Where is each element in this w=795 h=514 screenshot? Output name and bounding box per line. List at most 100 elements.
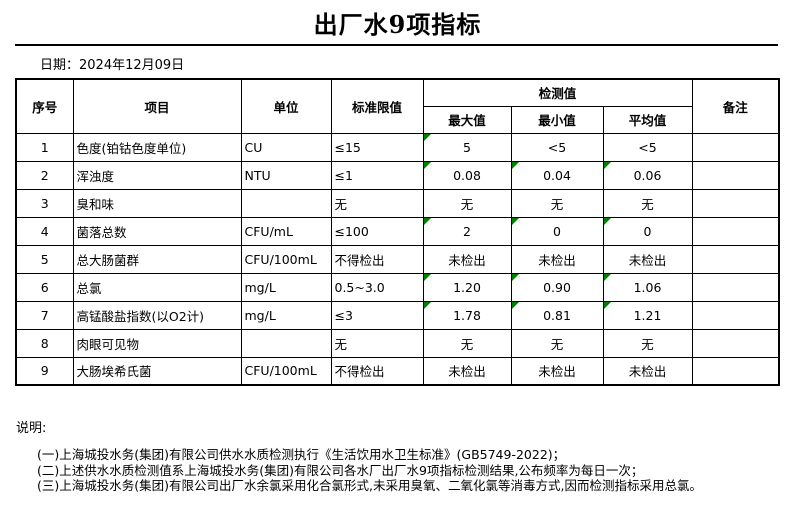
- green-corner-marker-icon: [424, 218, 431, 225]
- table-row: 7 高锰酸盐指数(以O2计) mg/L ≤3 1.78 0.81 1.21: [15, 300, 780, 330]
- cell-min-value: 无: [510, 188, 604, 218]
- page-title: 出厂水9项指标: [313, 10, 482, 39]
- header-unit: 单位: [240, 78, 332, 134]
- green-corner-marker-icon: [424, 302, 431, 309]
- header-min: 最小值: [510, 105, 604, 134]
- cell-index: 2: [15, 160, 74, 190]
- cell-remark: [691, 244, 780, 274]
- cell-limit: ≤3: [330, 300, 424, 330]
- table-row: 9 大肠埃希氏菌 CFU/100mL 不得检出 未检出 未检出 未检出: [15, 356, 780, 386]
- cell-index: 9: [15, 356, 74, 386]
- cell-min-value: 无: [510, 328, 604, 358]
- cell-max-value: 5: [422, 132, 512, 162]
- header-index: 序号: [15, 78, 74, 134]
- cell-index: 7: [15, 300, 74, 330]
- green-corner-marker-icon: [604, 302, 611, 309]
- green-corner-marker-icon: [604, 274, 611, 281]
- table-row: 4 菌落总数 CFU/mL ≤100 2 0 0: [15, 216, 780, 246]
- cell-min-value: 0.04: [510, 160, 604, 190]
- cell-max-value: 1.78: [422, 300, 512, 330]
- green-corner-marker-icon: [424, 162, 431, 169]
- cell-unit: [240, 328, 332, 358]
- cell-remark: [691, 328, 780, 358]
- cell-index: 1: [15, 132, 74, 162]
- cell-max-value: 1.20: [422, 272, 512, 302]
- cell-item: 高锰酸盐指数(以O2计): [72, 300, 242, 330]
- cell-item: 肉眼可见物: [72, 328, 242, 358]
- cell-index: 3: [15, 188, 74, 218]
- cell-max-value: 0.08: [422, 160, 512, 190]
- green-corner-marker-icon: [512, 218, 519, 225]
- cell-min-value: 未检出: [510, 356, 604, 386]
- cell-max-value: 未检出: [422, 356, 512, 386]
- cell-index: 8: [15, 328, 74, 358]
- cell-unit: [240, 188, 332, 218]
- green-corner-marker-icon: [512, 302, 519, 309]
- cell-avg-value: 1.06: [602, 272, 693, 302]
- cell-item: 总氯: [72, 272, 242, 302]
- cell-unit: CFU/100mL: [240, 244, 332, 274]
- cell-limit: ≤100: [330, 216, 424, 246]
- cell-max-value: 未检出: [422, 244, 512, 274]
- cell-item: 菌落总数: [72, 216, 242, 246]
- cell-index: 5: [15, 244, 74, 274]
- cell-item: 臭和味: [72, 188, 242, 218]
- cell-avg-value: <5: [602, 132, 693, 162]
- green-corner-marker-icon: [604, 162, 611, 169]
- cell-min-value: 0.81: [510, 300, 604, 330]
- cell-min-value: <5: [510, 132, 604, 162]
- cell-remark: [691, 132, 780, 162]
- table-row: 2 浑浊度 NTU ≤1 0.08 0.04 0.06: [15, 160, 780, 190]
- notes-list: (一)上海城投水务(集团)有限公司供水水质检测执行《生活饮用水卫生标准》(GB5…: [37, 447, 787, 494]
- cell-limit: 不得检出: [330, 356, 424, 386]
- green-corner-marker-icon: [512, 162, 519, 169]
- table-row: 5 总大肠菌群 CFU/100mL 不得检出 未检出 未检出 未检出: [15, 244, 780, 274]
- table-row: 8 肉眼可见物 无 无 无 无: [15, 328, 780, 358]
- header-avg: 平均值: [602, 105, 693, 134]
- green-corner-marker-icon: [604, 218, 611, 225]
- cell-index: 4: [15, 216, 74, 246]
- green-corner-marker-icon: [424, 134, 431, 141]
- cell-unit: CU: [240, 132, 332, 162]
- cell-limit: ≤15: [330, 132, 424, 162]
- cell-remark: [691, 356, 780, 386]
- green-corner-marker-icon: [424, 274, 431, 281]
- cell-remark: [691, 188, 780, 218]
- cell-avg-value: 无: [602, 188, 693, 218]
- cell-limit: ≤1: [330, 160, 424, 190]
- note-line: (二)上述供水水质检测值系上海城投水务(集团)有限公司各水厂出厂水9项指标检测结…: [37, 462, 644, 478]
- cell-remark: [691, 300, 780, 330]
- table-row: 1 色度(铂钴色度单位) CU ≤15 5 <5 <5: [15, 132, 780, 162]
- cell-avg-value: 0: [602, 216, 693, 246]
- cell-unit: CFU/100mL: [240, 356, 332, 386]
- cell-limit: 不得检出: [330, 244, 424, 274]
- cell-max-value: 无: [422, 188, 512, 218]
- table-row: 3 臭和味 无 无 无 无: [15, 188, 780, 218]
- cell-limit: 无: [330, 328, 424, 358]
- header-detection-group: 检测值: [422, 78, 693, 107]
- cell-avg-value: 0.06: [602, 160, 693, 190]
- cell-limit: 无: [330, 188, 424, 218]
- cell-unit: mg/L: [240, 300, 332, 330]
- cell-remark: [691, 160, 780, 190]
- cell-avg-value: 1.21: [602, 300, 693, 330]
- cell-avg-value: 未检出: [602, 244, 693, 274]
- cell-index: 6: [15, 272, 74, 302]
- cell-limit: 0.5~3.0: [330, 272, 424, 302]
- cell-max-value: 无: [422, 328, 512, 358]
- note-line: (一)上海城投水务(集团)有限公司供水水质检测执行《生活饮用水卫生标准》(GB5…: [37, 447, 566, 462]
- report-date: 日期：2024年12月09日: [40, 58, 185, 73]
- table-row: 6 总氯 mg/L 0.5~3.0 1.20 0.90 1.06: [15, 272, 780, 302]
- header-max: 最大值: [422, 105, 512, 134]
- cell-unit: NTU: [240, 160, 332, 190]
- cell-unit: mg/L: [240, 272, 332, 302]
- header-item: 项目: [72, 78, 242, 134]
- cell-min-value: 未检出: [510, 244, 604, 274]
- cell-avg-value: 未检出: [602, 356, 693, 386]
- header-limit: 标准限值: [330, 78, 424, 134]
- indicators-table: 序号 项目 单位 标准限值 检测值 备注 最大值 最小值 平均值 1 色度(铂钴…: [15, 78, 781, 386]
- cell-avg-value: 无: [602, 328, 693, 358]
- cell-item: 色度(铂钴色度单位): [72, 132, 242, 162]
- cell-remark: [691, 272, 780, 302]
